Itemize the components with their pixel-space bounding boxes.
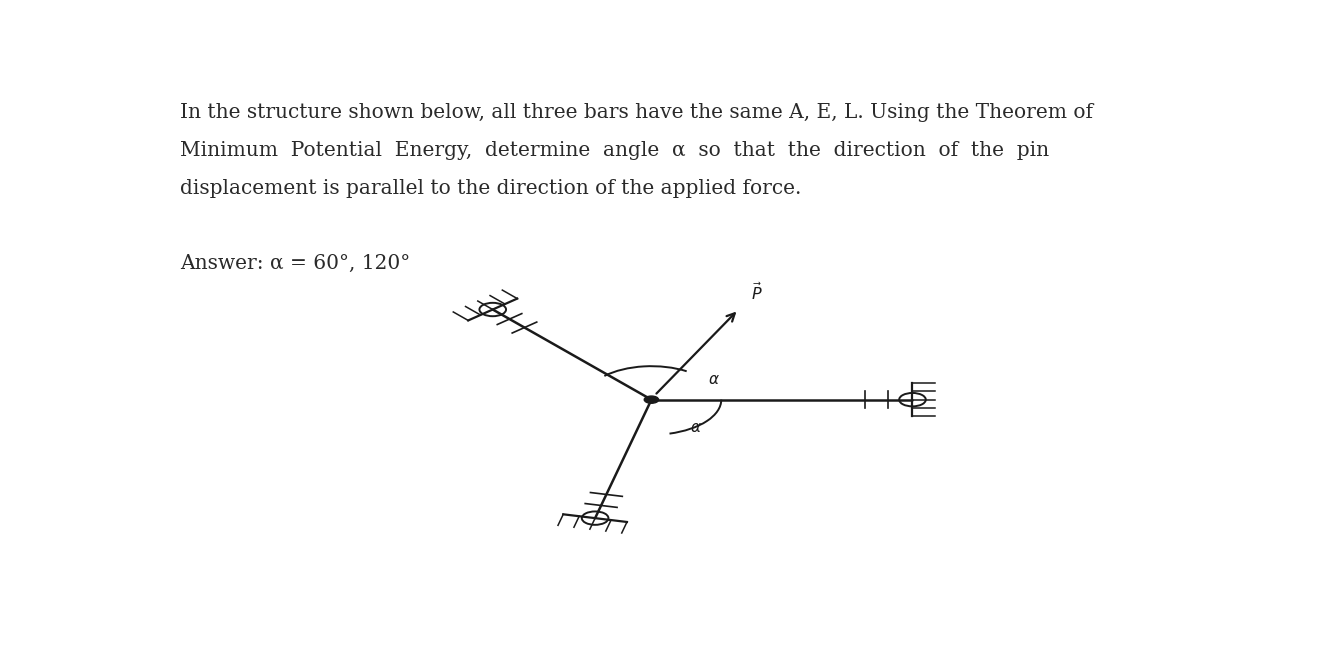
Circle shape [645, 396, 659, 403]
Text: $\alpha$: $\alpha$ [691, 421, 703, 435]
Text: $\vec{P}$: $\vec{P}$ [750, 283, 762, 304]
Text: displacement is parallel to the direction of the applied force.: displacement is parallel to the directio… [181, 179, 802, 197]
Text: In the structure shown below, all three bars have the same A, E, L. Using the Th: In the structure shown below, all three … [181, 104, 1094, 122]
Text: Answer: α = 60°, 120°: Answer: α = 60°, 120° [181, 254, 411, 273]
Text: $\alpha$: $\alpha$ [708, 373, 720, 387]
Text: Minimum  Potential  Energy,  determine  angle  α  so  that  the  direction  of  : Minimum Potential Energy, determine angl… [181, 141, 1050, 160]
